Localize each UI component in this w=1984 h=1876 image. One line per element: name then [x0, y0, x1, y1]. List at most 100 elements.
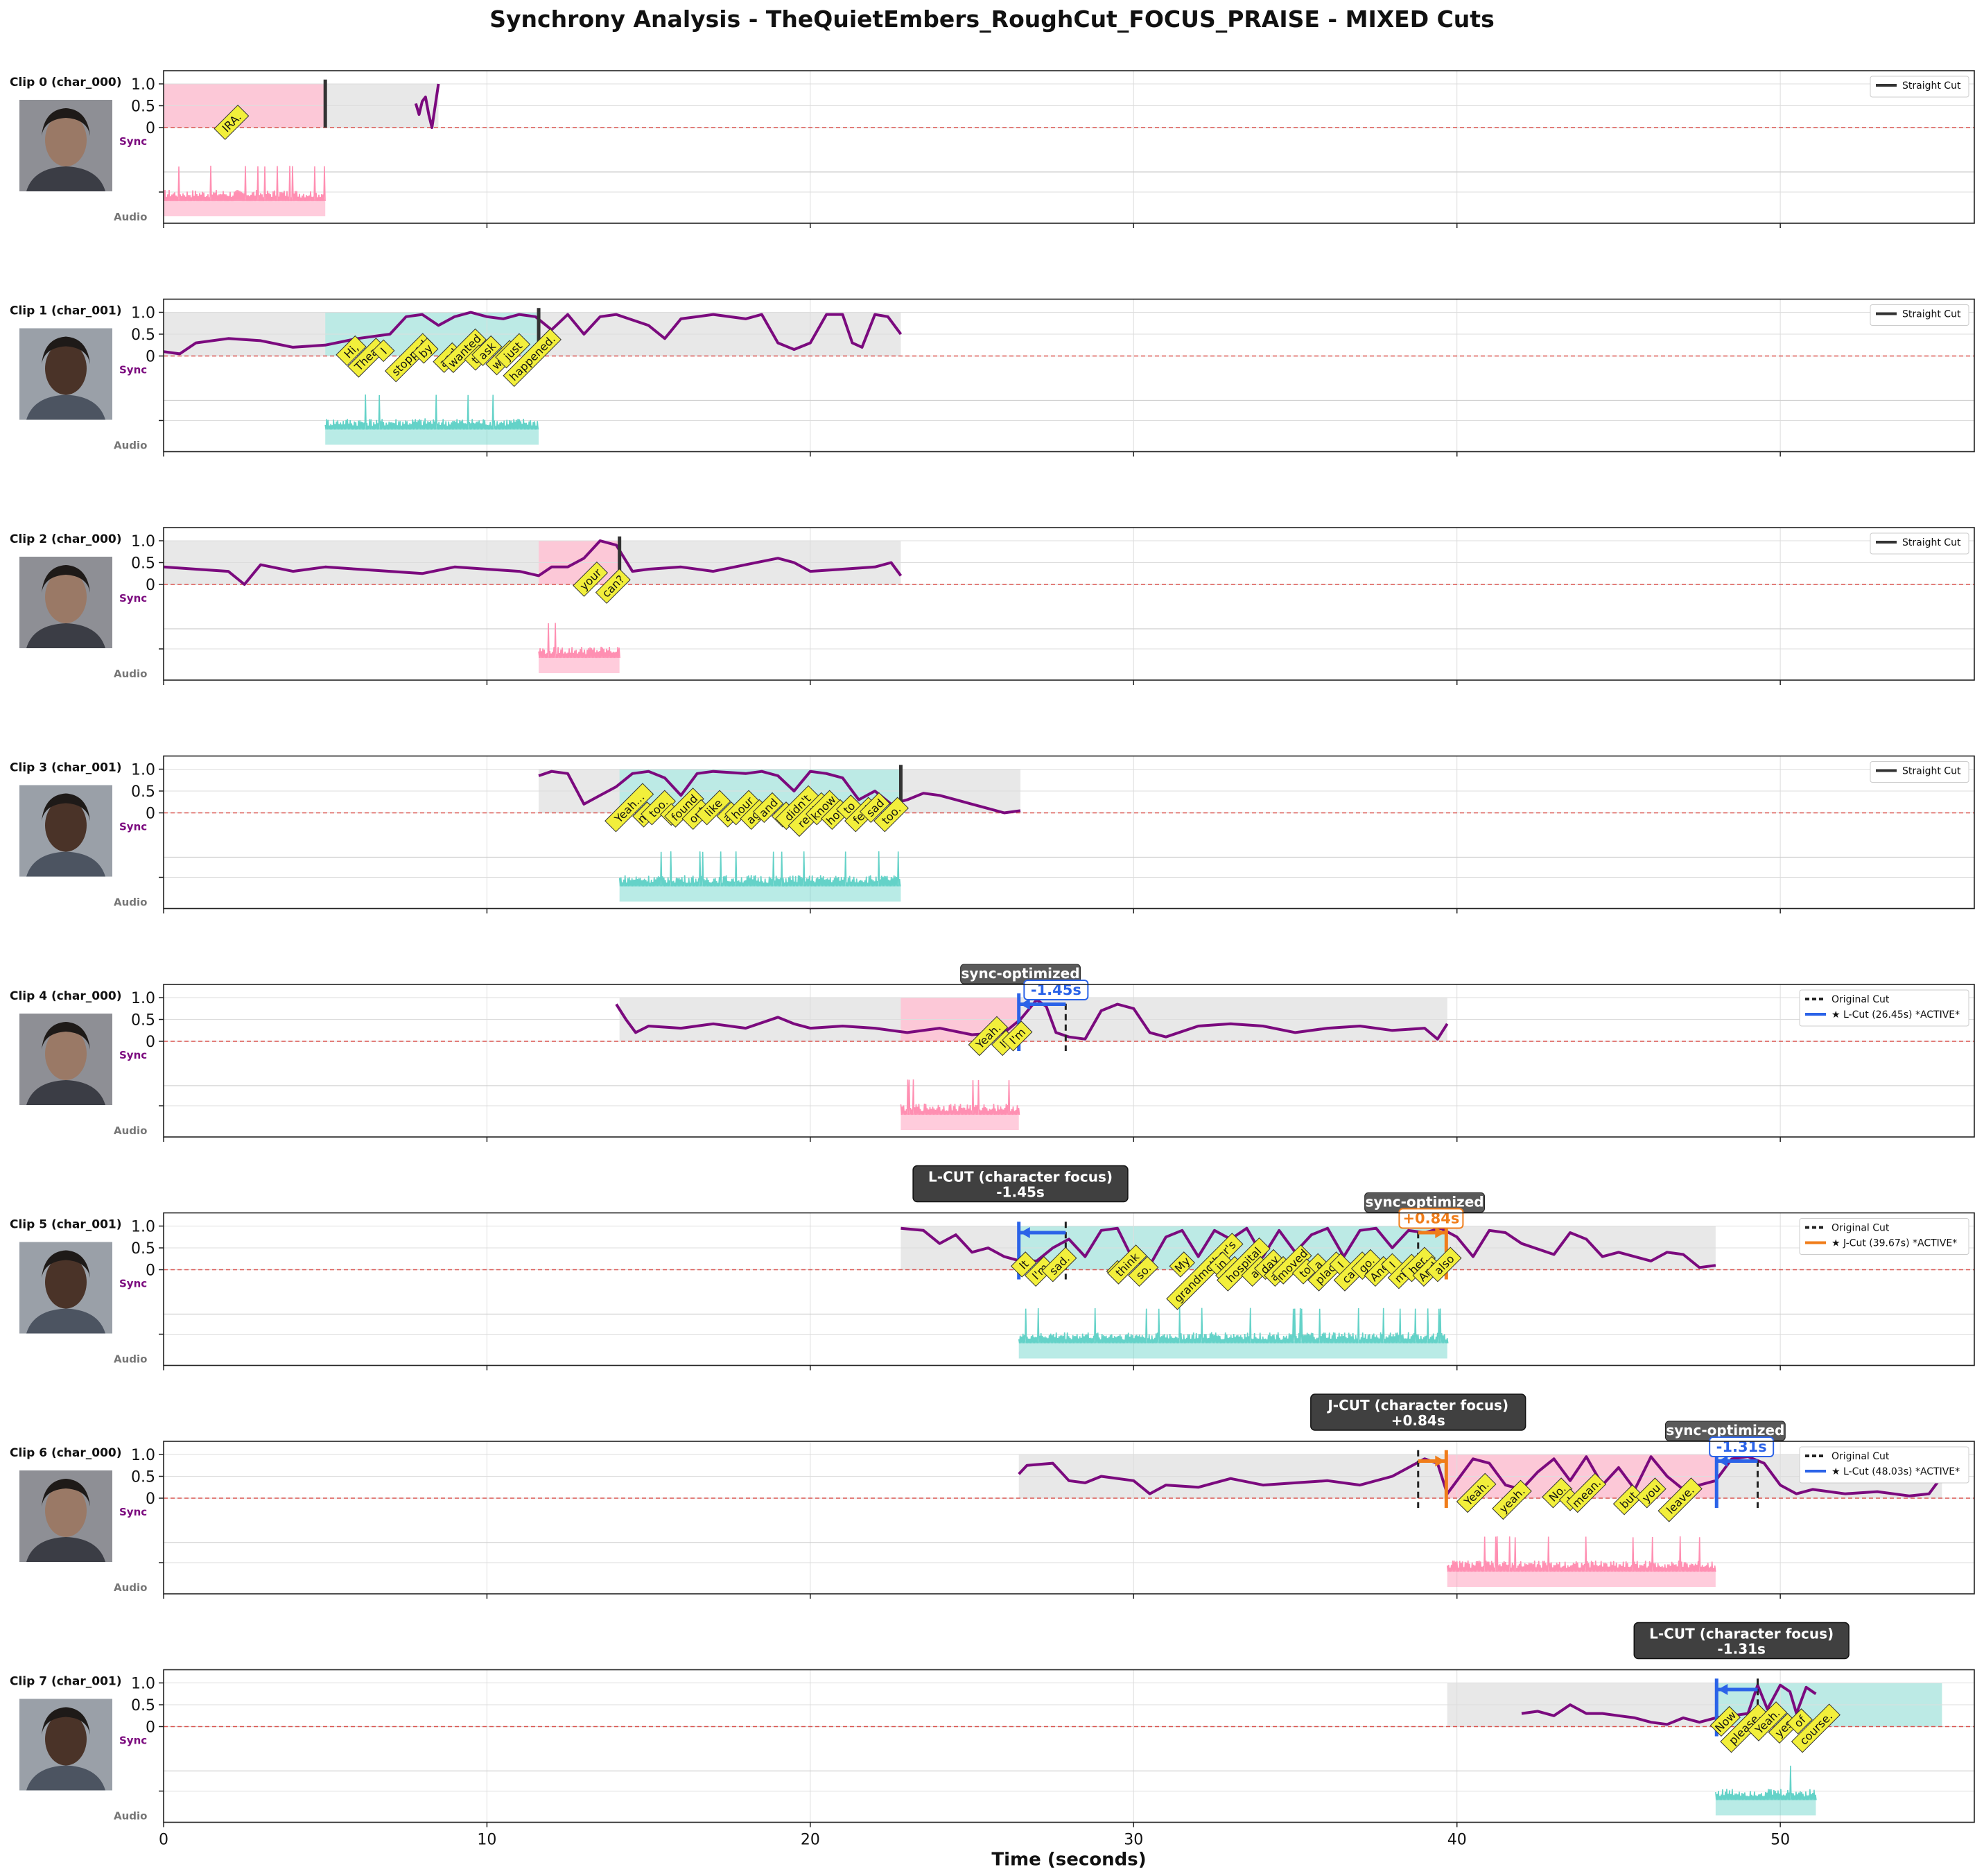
avatar: [19, 1699, 112, 1791]
cut-shift-arrowhead: [1435, 1226, 1445, 1238]
legend-box: [1870, 304, 1969, 326]
cut-type-label: L-CUT (character focus): [1649, 1626, 1834, 1642]
legend-original-cut-label: Original Cut: [1831, 1223, 1890, 1234]
word-box: [968, 1016, 1009, 1057]
axes-frame: [163, 1441, 1975, 1595]
y-tick-label: 0.5: [131, 1469, 155, 1486]
cut-shift-arrowhead: [1020, 1226, 1030, 1238]
word-box: [604, 783, 654, 833]
axes-frame: [163, 70, 1975, 224]
clip-panel: Yeah.ItI'msync-optimized-1.45s00.51.0Cli…: [10, 964, 1975, 1142]
avatar-hair: [42, 1707, 90, 1735]
legend: Original Cut ★ J-Cut (39.67s) *ACTIVE*: [1799, 1218, 1969, 1255]
word-box: [336, 335, 367, 366]
y-tick-label: 0.5: [131, 555, 155, 573]
avatar: [19, 1014, 112, 1105]
x-tick-label: 40: [1447, 1832, 1467, 1849]
y-tick-label: 1.0: [131, 1219, 155, 1236]
word-box: [1709, 1705, 1741, 1737]
sync-curve: [163, 311, 903, 356]
sync-row-label: Sync: [119, 1735, 147, 1747]
y-tick-label: 1.0: [131, 305, 155, 322]
legend-box: [1870, 76, 1969, 98]
legend-box: [1799, 1446, 1969, 1484]
avatar-face: [45, 571, 87, 623]
word-label: IRA.: [214, 104, 250, 140]
y-tick-label: 0.5: [131, 327, 155, 344]
avatar-shoulders: [26, 623, 105, 648]
audio-row-label: Audio: [114, 1581, 147, 1594]
axes-frame: [163, 1212, 1975, 1366]
y-tick-label: 0: [146, 1034, 155, 1051]
clip-label: Clip 7 (char_001): [10, 1675, 122, 1689]
audio-row-label: Audio: [114, 440, 147, 452]
avatar-hair: [42, 108, 90, 136]
cut-shift-arrowhead: [1020, 998, 1030, 1010]
clip-label: Clip 6 (char_000): [10, 1446, 122, 1460]
axes-frame: [163, 298, 1975, 453]
legend-straight-cut-label: Straight Cut: [1902, 309, 1961, 320]
clip-label: Clip 1 (char_001): [10, 304, 122, 318]
word-box: [1720, 1703, 1770, 1753]
sync-optimized-box: [960, 964, 1081, 984]
avatar-face: [45, 1256, 87, 1309]
axes-frame: [163, 1669, 1975, 1823]
audio-waveform: [538, 623, 620, 659]
word-box: [1107, 1244, 1147, 1285]
word-box: [1010, 1251, 1037, 1278]
sync-row-label: Sync: [119, 821, 147, 833]
avatar-face: [45, 1712, 87, 1766]
clip-label: Clip 4 (char_000): [10, 989, 122, 1003]
word-label: Now: [1709, 1705, 1741, 1737]
word-box: [1166, 1233, 1244, 1310]
legend: Straight Cut: [1870, 532, 1969, 555]
word-box: [1024, 1256, 1056, 1287]
word-box: [595, 568, 631, 604]
word-box: [1657, 1477, 1703, 1522]
sync-row-label: Sync: [119, 592, 147, 605]
avatar-hair: [42, 1250, 90, 1278]
legend-box: [1870, 761, 1969, 783]
cut-type-label: +0.84s: [1391, 1412, 1445, 1429]
avatar-face: [45, 799, 87, 852]
cut-type-box: [1310, 1393, 1526, 1431]
y-tick-label: 0: [146, 349, 155, 366]
x-tick-label: 20: [801, 1832, 820, 1849]
x-tick-label: 30: [1124, 1832, 1143, 1849]
audio-row-label: Audio: [114, 1124, 147, 1137]
y-tick-label: 0.5: [131, 1240, 155, 1258]
sync-row-label: Sync: [119, 364, 147, 376]
clip-panel: IRA. 0 0.5 1.0 Clip 0 (char_000) Sync Audio Str…: [10, 70, 1975, 228]
y-tick-label: 0: [146, 806, 155, 823]
word-box: [1786, 1708, 1813, 1735]
legend-original-cut-label: Original Cut: [1831, 1451, 1890, 1462]
avatar-shoulders: [26, 1308, 105, 1334]
legend-straight-cut-label: Straight Cut: [1902, 80, 1961, 92]
word-box: [860, 792, 891, 823]
avatar-hair: [42, 336, 90, 365]
sync-curve: [163, 539, 903, 586]
audio-fill: [325, 427, 539, 445]
word-box: [1002, 1020, 1033, 1052]
word-box: [214, 104, 250, 140]
x-tick-label: 0: [159, 1832, 168, 1849]
avatar: [19, 785, 112, 877]
y-tick-label: 1.0: [131, 1447, 155, 1464]
word-label: I: [372, 339, 395, 363]
word-box: [1635, 1477, 1667, 1509]
avatar: [19, 557, 112, 648]
y-tick-label: 0.5: [131, 98, 155, 116]
audio-fill: [164, 199, 326, 216]
audio-fill: [539, 656, 620, 673]
sync-curve: [414, 83, 440, 129]
word-box: [1426, 1247, 1462, 1283]
word-box: [1566, 1473, 1607, 1513]
legend: Original Cut ★ L-Cut (26.45s) *ACTIVE*: [1799, 989, 1969, 1027]
avatar: [19, 1242, 112, 1334]
offset-box: [1398, 1208, 1464, 1229]
word-box: [471, 335, 503, 366]
avatar-hair: [42, 1479, 90, 1506]
axes-frame: [163, 755, 1975, 910]
